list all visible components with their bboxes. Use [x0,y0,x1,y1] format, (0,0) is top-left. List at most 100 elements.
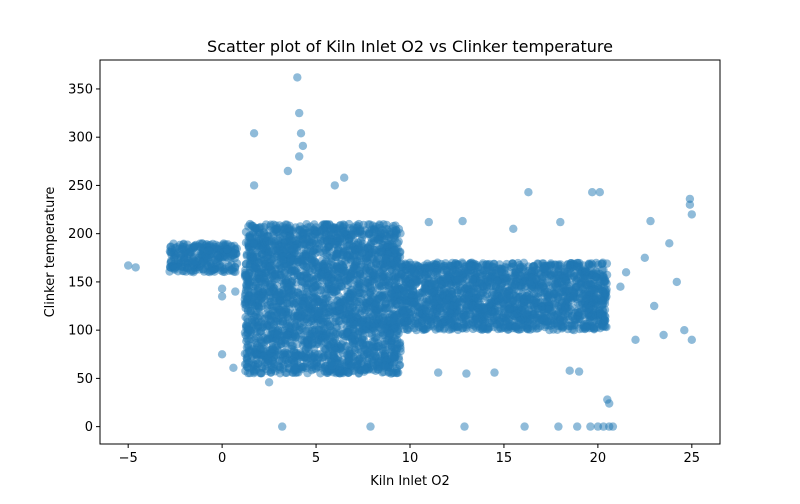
data-point [554,422,563,431]
data-point [168,261,177,271]
data-point [213,251,222,261]
data-point [335,305,345,314]
data-point [440,314,449,323]
data-point [381,324,390,333]
data-point [227,241,236,251]
data-point [418,295,428,304]
data-point [395,360,405,370]
data-point [381,361,390,370]
data-point [340,267,349,276]
data-point [316,359,326,368]
data-point [542,278,551,288]
data-point [374,235,384,244]
y-tick-label: 150 [68,275,93,290]
data-point [401,321,410,330]
data-point [573,259,582,268]
data-point [542,317,552,326]
data-point [665,239,674,248]
data-point [680,326,689,335]
data-point [369,319,379,328]
data-point [343,292,352,302]
data-point [249,239,258,249]
x-tick-label: 0 [218,451,226,466]
y-tick-label: 300 [68,131,93,146]
data-point [321,338,330,348]
data-point [266,316,275,325]
data-point [516,316,525,325]
data-point [359,332,368,342]
data-point [457,266,466,275]
data-point [284,223,293,233]
x-tick-label: −5 [119,451,138,466]
data-point [449,302,458,311]
data-point [278,256,287,265]
data-point [285,280,294,289]
data-point [281,339,290,349]
data-point [509,311,519,320]
data-point [283,331,292,340]
data-point [374,357,383,366]
data-point [591,272,600,281]
data-point [280,269,289,278]
data-point [171,243,180,253]
data-point [280,236,290,245]
data-point [511,322,520,332]
data-point [380,263,390,272]
data-point [382,220,391,230]
data-point [266,262,275,271]
data-point [343,252,352,261]
data-point [501,262,510,272]
data-point [383,276,393,286]
data-point [476,291,485,300]
data-point [605,399,614,408]
data-point [300,338,309,347]
data-point [320,264,330,273]
data-point [332,227,341,236]
data-point [596,308,605,318]
data-point [301,345,310,355]
data-point [601,286,610,295]
data-point [405,263,414,272]
data-point [364,354,373,363]
data-point [293,258,302,267]
data-point [291,332,300,341]
data-point [319,294,328,303]
data-point [445,293,454,303]
data-point [305,361,315,370]
y-tick-label: 250 [68,179,93,194]
data-point [316,286,325,295]
data-point [243,317,252,327]
data-point [476,276,485,286]
data-point [377,243,386,252]
data-point [329,351,338,360]
data-point [466,261,475,271]
data-point [390,352,399,361]
data-point [527,266,537,276]
data-point [272,225,281,234]
data-point [368,268,377,277]
data-point [358,304,367,313]
x-tick-label: 20 [590,451,607,466]
data-point [588,311,597,320]
data-point [342,327,351,337]
points-layer [124,73,696,431]
data-point [358,296,368,306]
data-point [394,237,403,246]
data-point [318,224,328,234]
data-point [565,366,574,375]
data-point [266,368,276,377]
data-point [327,257,336,266]
data-point [592,258,601,268]
data-point [302,220,311,229]
data-point [448,258,457,268]
data-point [212,258,221,267]
data-point [508,296,518,306]
data-point [273,331,282,340]
data-point [470,316,480,325]
data-point [562,268,572,277]
data-point [367,286,376,295]
data-point [243,334,252,344]
data-point [254,235,264,244]
data-point [298,141,308,151]
data-point [578,290,588,300]
